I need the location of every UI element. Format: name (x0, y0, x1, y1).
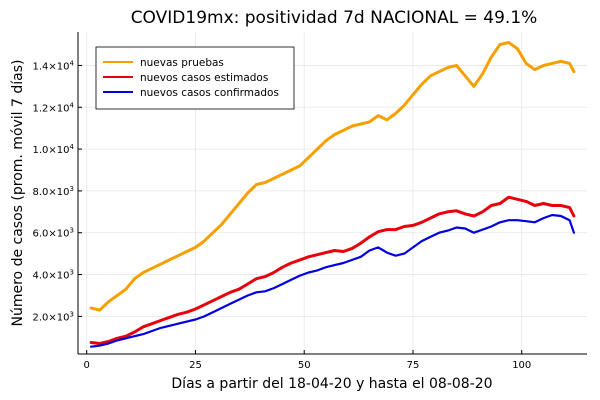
y-tick-label: 1.2×104 (33, 101, 75, 114)
series-line-3 (89, 213, 576, 348)
legend-label-1: nuevas pruebas (140, 57, 224, 69)
ticks: 0 25 50 75 100 2.0×103 4.0×103 6.0×103 8.0×103 1.… (33, 59, 532, 371)
x-axis-label: Días a partir del 18-04-20 y hasta el 08… (171, 376, 492, 392)
y-tick-label: 4.0×103 (33, 269, 74, 282)
legend-label-2: nuevos casos estimados (140, 72, 268, 84)
y-tick-label: 8.0×103 (33, 185, 74, 198)
x-tick-label: 75 (407, 360, 420, 371)
legend-label-3: nuevos casos confirmados (140, 87, 279, 99)
y-tick-label: 2.0×103 (33, 310, 74, 323)
y-axis-label: Número de casos (prom. móvil 7 días) (10, 60, 26, 327)
axes (77, 32, 587, 355)
series-line-1 (89, 41, 576, 312)
y-tick-label: 1.0×104 (33, 143, 75, 156)
x-tick-label: 0 (84, 360, 90, 371)
y-tick-label: 1.4×104 (33, 59, 75, 72)
y-tick-label: 6.0×103 (33, 227, 74, 240)
chart-title: COVID19mx: positividad 7d NACIONAL = 49.… (131, 8, 538, 28)
series-line-2 (89, 195, 576, 345)
grid (78, 32, 587, 354)
x-tick-label: 50 (298, 360, 311, 371)
legend: nuevas pruebas nuevos casos estimados nuev… (95, 46, 295, 110)
series-group (89, 41, 576, 348)
x-tick-label: 100 (512, 360, 531, 371)
x-tick-label: 25 (189, 360, 202, 371)
